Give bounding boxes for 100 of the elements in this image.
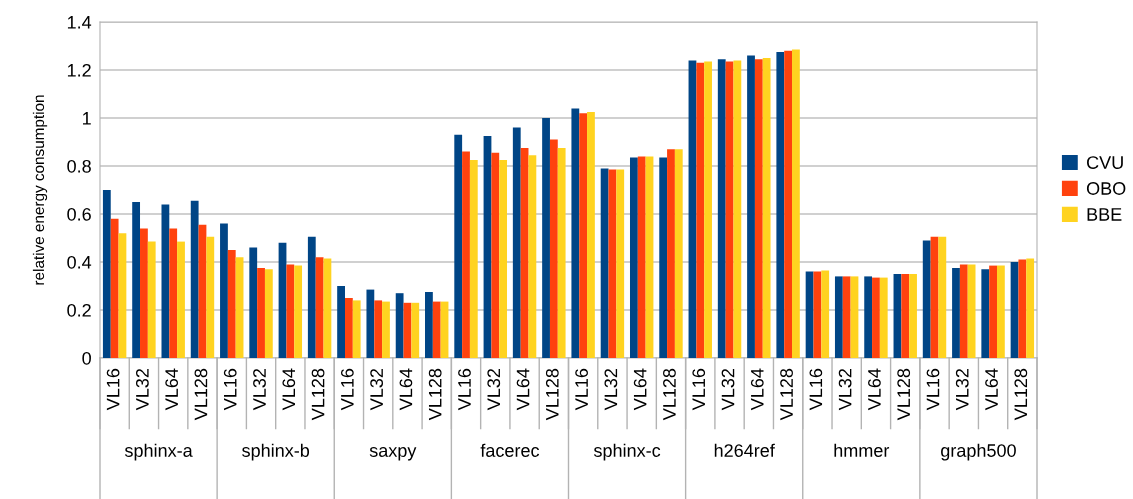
- bar: [140, 228, 148, 358]
- bar: [425, 292, 433, 358]
- bar: [704, 61, 712, 358]
- text: saxpy: [369, 447, 417, 461]
- legend-label: OBO: [1086, 182, 1126, 195]
- bar: [821, 270, 830, 358]
- bar: [454, 134, 463, 358]
- x-tick-label: VL32: [253, 368, 266, 411]
- bar: [959, 264, 968, 358]
- bar: [922, 240, 931, 358]
- bar: [717, 59, 726, 358]
- x-tick-label: VL16: [458, 368, 471, 411]
- x-tick-label: VL64: [399, 368, 413, 411]
- x-tick-label: VL32: [838, 368, 852, 411]
- bar: [850, 276, 859, 358]
- y-tick-label: 1.2: [67, 63, 91, 77]
- bar: [483, 136, 492, 358]
- bar: [374, 300, 383, 358]
- x-tick-label: VL16: [575, 368, 588, 411]
- bar: [294, 265, 303, 358]
- y-tick-label: 1.4: [67, 16, 92, 29]
- bar: [161, 204, 170, 358]
- bar: [938, 236, 947, 358]
- bar: [1018, 259, 1027, 358]
- x-tick-label: VL16: [340, 368, 354, 411]
- bar: [286, 264, 295, 358]
- x-tick-label: VL64: [516, 368, 530, 411]
- bar: [147, 241, 156, 358]
- text: hmmer: [834, 443, 890, 457]
- bar: [981, 269, 990, 358]
- bar: [864, 276, 873, 358]
- y-tick-label: 0.6: [67, 207, 91, 221]
- bar: [264, 269, 273, 358]
- bar: [337, 286, 345, 358]
- text: h264ref: [714, 443, 775, 457]
- bar: [198, 224, 207, 358]
- x-tick-label: VL16: [223, 368, 237, 411]
- bar: [411, 302, 420, 358]
- x-tick-label: VL64: [633, 368, 647, 411]
- x-tick-label: VL64: [985, 368, 998, 411]
- x-tick-label: VL128: [780, 368, 793, 421]
- bar: [762, 58, 771, 358]
- x-tick-label: VL16: [106, 368, 120, 411]
- bar: [542, 118, 550, 358]
- bar: [725, 61, 734, 358]
- bar: [872, 277, 880, 358]
- bar: [499, 160, 508, 358]
- y-tick-label: 0.4: [67, 255, 92, 269]
- bar: [587, 112, 595, 358]
- bar: [600, 168, 609, 358]
- bar: [645, 156, 654, 358]
- bar: [469, 160, 478, 358]
- x-tick-label: VL128: [1014, 368, 1028, 421]
- x-tick-label: VL64: [282, 368, 296, 411]
- bar: [520, 148, 529, 358]
- bar: [688, 60, 697, 358]
- y-tick-label: 0: [82, 351, 91, 365]
- y-tick-label: 1: [83, 112, 91, 125]
- bar: [366, 289, 375, 358]
- bar: [132, 202, 141, 358]
- bar: [512, 127, 521, 358]
- bar: [879, 277, 888, 358]
- bar: [549, 139, 558, 358]
- x-tick-label: VL64: [165, 368, 179, 411]
- bar: [967, 264, 976, 358]
- x-tick-label: VL16: [809, 368, 823, 411]
- bar: [834, 276, 843, 358]
- x-tick-label: VL16: [692, 368, 706, 411]
- x-tick-label: VL64: [868, 368, 881, 411]
- bar: [118, 233, 127, 358]
- bar: [557, 148, 566, 358]
- caption: graph500: [941, 443, 1016, 461]
- bar: [909, 274, 917, 358]
- bar: [674, 149, 683, 358]
- bar: [776, 52, 785, 358]
- bar: [352, 300, 361, 358]
- x-tick-label: VL128: [897, 368, 911, 421]
- bar: [842, 276, 851, 358]
- x-tick-label: VL128: [194, 368, 208, 421]
- bar: [952, 268, 960, 358]
- x-tick-label: VL128: [428, 368, 442, 421]
- bar: [996, 265, 1005, 358]
- bar: [220, 223, 228, 358]
- bar: [432, 301, 441, 358]
- bar: [315, 257, 324, 358]
- bar: [901, 274, 910, 358]
- bar: [813, 271, 822, 358]
- bar: [177, 241, 185, 358]
- x-tick-label: VL64: [750, 368, 764, 411]
- bar: [1010, 262, 1019, 358]
- x-tick-label: VL16: [926, 368, 940, 411]
- bar: [629, 157, 638, 358]
- bar: [190, 200, 199, 358]
- text: sphinx-c: [593, 443, 661, 461]
- bar: [395, 293, 404, 358]
- bar: [102, 190, 111, 358]
- bar: [491, 152, 500, 358]
- bar: [696, 62, 705, 358]
- bar: [616, 169, 625, 358]
- text: sphinx-a: [124, 443, 193, 461]
